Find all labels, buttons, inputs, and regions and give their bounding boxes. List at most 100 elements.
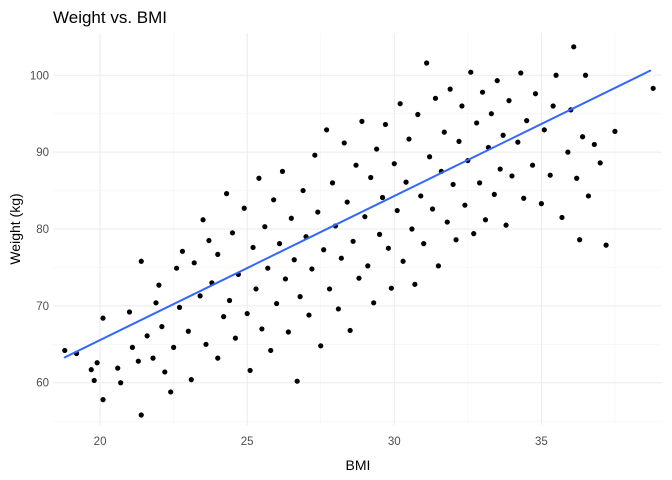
- data-point: [565, 149, 571, 155]
- data-point: [612, 128, 618, 134]
- scatter-points: [62, 44, 656, 418]
- data-point: [285, 329, 291, 335]
- data-point: [226, 297, 233, 304]
- data-point: [350, 238, 356, 244]
- data-point: [424, 60, 430, 66]
- data-point: [185, 328, 191, 334]
- data-point: [476, 180, 483, 186]
- data-point: [403, 179, 409, 185]
- data-point: [603, 242, 609, 248]
- data-point: [268, 347, 274, 354]
- data-point: [223, 191, 230, 197]
- data-point: [444, 219, 450, 225]
- data-point: [215, 355, 221, 361]
- data-point: [144, 333, 150, 339]
- data-point: [597, 160, 603, 166]
- x-tick-label: 35: [535, 436, 548, 448]
- data-point: [356, 275, 362, 281]
- data-point: [162, 369, 168, 375]
- data-point: [468, 69, 474, 75]
- data-point: [479, 89, 486, 95]
- data-point: [585, 193, 592, 199]
- y-tick-label: 70: [36, 301, 49, 313]
- data-point: [153, 300, 159, 306]
- data-point: [435, 263, 442, 269]
- data-point: [156, 282, 162, 288]
- data-point: [168, 389, 174, 395]
- data-point: [150, 355, 156, 361]
- data-point: [138, 258, 144, 264]
- data-point: [432, 95, 439, 101]
- data-point: [344, 199, 350, 205]
- data-point: [376, 231, 383, 237]
- data-point: [256, 175, 262, 181]
- data-point: [379, 194, 386, 201]
- data-point: [374, 146, 380, 152]
- data-point: [176, 304, 183, 310]
- data-point: [447, 86, 453, 92]
- data-point: [421, 241, 427, 247]
- data-point: [188, 377, 194, 383]
- y-axis-title: Weight (kg): [7, 193, 23, 264]
- data-point: [221, 314, 227, 320]
- data-point: [276, 241, 283, 247]
- y-tick-label: 60: [36, 378, 49, 390]
- data-point: [385, 245, 391, 251]
- x-tick-label: 20: [94, 436, 107, 448]
- data-point: [297, 294, 303, 300]
- data-point: [265, 265, 271, 271]
- data-point: [241, 205, 247, 211]
- trend-line-group: [63, 69, 652, 359]
- data-point: [129, 344, 136, 350]
- data-point: [441, 129, 447, 135]
- data-point: [171, 344, 177, 350]
- data-point: [135, 358, 141, 364]
- data-point: [471, 231, 477, 237]
- y-tick-label: 90: [36, 147, 49, 159]
- chart-gridlines: [53, 33, 662, 425]
- data-point: [497, 166, 503, 172]
- data-point: [368, 174, 374, 181]
- data-point: [291, 257, 297, 263]
- data-point: [100, 397, 106, 403]
- x-tick-label: 25: [241, 436, 254, 448]
- data-point: [371, 300, 377, 306]
- x-axis-title: BMI: [346, 457, 371, 473]
- data-point: [215, 251, 221, 257]
- data-point: [262, 224, 268, 230]
- data-point: [326, 286, 333, 292]
- data-point: [482, 217, 489, 223]
- data-point: [232, 335, 239, 341]
- data-point: [115, 365, 121, 371]
- data-point: [250, 244, 256, 251]
- data-point: [318, 343, 324, 349]
- data-point: [259, 326, 265, 332]
- data-point: [488, 111, 494, 117]
- data-point: [253, 286, 259, 292]
- data-point: [244, 310, 250, 317]
- data-point: [559, 214, 565, 221]
- data-point: [341, 140, 347, 146]
- data-point: [271, 197, 277, 203]
- data-point: [347, 327, 353, 334]
- data-point: [312, 152, 318, 158]
- data-point: [453, 237, 459, 243]
- data-point: [118, 380, 124, 386]
- data-point: [288, 215, 294, 221]
- data-point: [282, 276, 289, 282]
- data-point: [550, 103, 556, 109]
- data-point: [353, 162, 359, 168]
- data-point: [94, 360, 100, 366]
- data-point: [191, 260, 197, 266]
- data-point: [279, 168, 286, 174]
- data-point: [429, 206, 436, 212]
- data-point: [315, 209, 321, 215]
- data-point: [62, 347, 68, 354]
- data-point: [306, 312, 312, 318]
- data-point: [138, 412, 144, 418]
- data-point: [200, 217, 206, 223]
- data-point: [553, 72, 559, 78]
- data-point: [579, 134, 586, 140]
- data-point: [335, 306, 341, 312]
